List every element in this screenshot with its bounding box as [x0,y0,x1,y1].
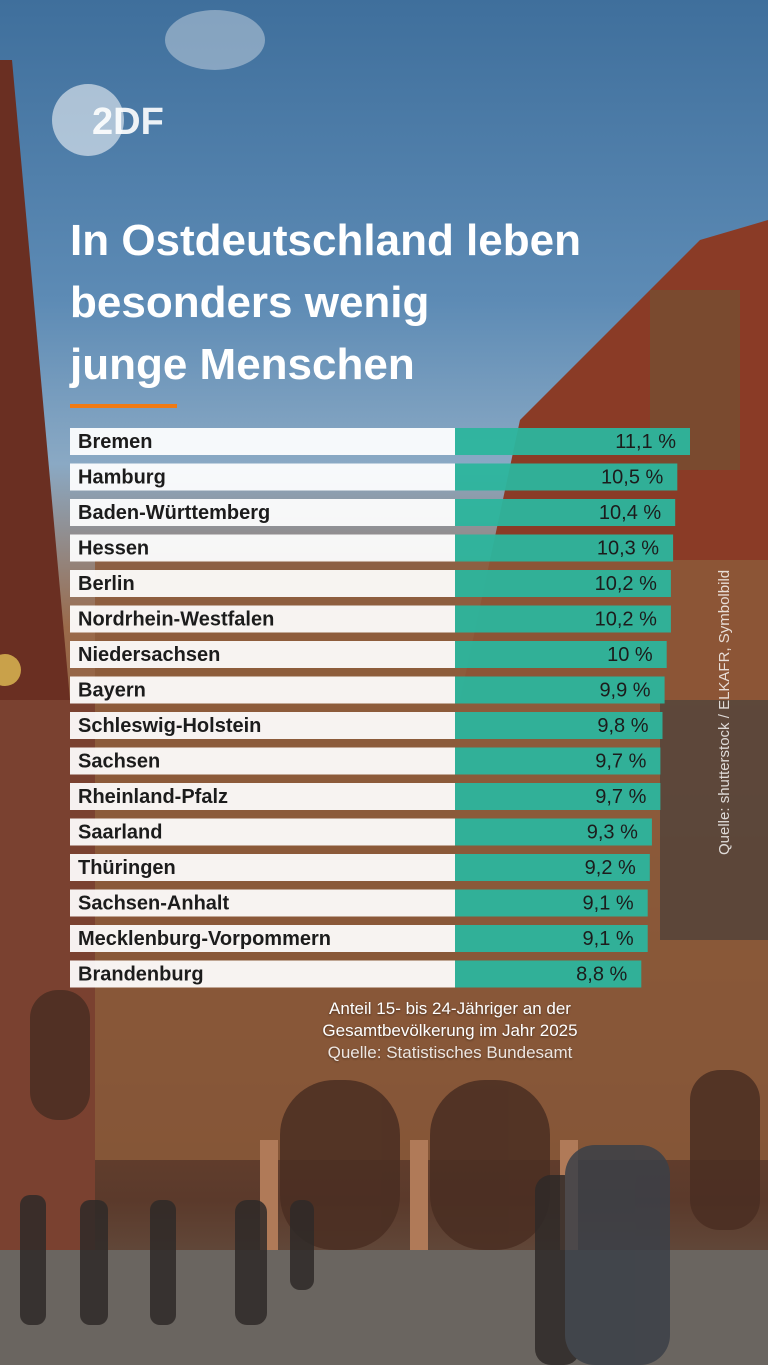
category-label: Hamburg [78,467,166,489]
category-label: Bayern [78,680,146,702]
bar-row: Hamburg 10,5 % [70,463,678,491]
bar [455,960,642,988]
bar-row: Hessen 10,3 % [70,534,674,562]
category-label: Thüringen [78,857,176,879]
category-label: Saarland [78,822,162,844]
bar-label-background [70,783,455,810]
headline-line-1: In Ostdeutschland leben [70,216,581,265]
category-label: Hessen [78,538,149,560]
bar-label-background [70,641,455,668]
bar-row: Brandenburg 8,8 % [70,960,642,988]
category-label: Nordrhein-Westfalen [78,609,274,631]
value-label: 10,2 % [595,609,657,631]
bar-row: Thüringen 9,2 % [70,854,650,881]
bar [455,570,671,597]
category-label: Berlin [78,573,135,595]
bar [455,499,676,526]
value-label: 10,5 % [601,467,663,489]
bar-row: Schleswig-Holstein 9,8 % [70,712,663,739]
bar-label-background [70,712,455,739]
bar [455,712,663,739]
chart-caption: Anteil 15- bis 24-Jähriger an der Gesamt… [270,998,630,1064]
category-label: Rheinland-Pfalz [78,786,228,808]
headline-line-3: junge Menschen [70,340,415,389]
value-label: 9,9 % [599,680,650,702]
category-label: Niedersachsen [78,644,220,666]
value-label: 9,2 % [585,857,636,879]
bar-row: Nordrhein-Westfalen 10,2 % [70,605,671,633]
bar [455,534,674,562]
bar-row: Saarland 9,3 % [70,818,652,846]
bar-label-background [70,854,455,881]
value-label: 9,1 % [583,893,634,915]
bar-label-background [70,889,455,917]
bar-label-background [70,747,455,775]
bar [455,854,650,881]
bar [455,641,667,668]
bar-row: Rheinland-Pfalz 9,7 % [70,783,661,810]
caption-source: Quelle: Statistisches Bundesamt [327,1043,573,1062]
bar-row: Niedersachsen 10 % [70,641,667,668]
bar [455,783,661,810]
category-label: Brandenburg [78,964,204,986]
bar [455,747,661,775]
bar [455,605,671,633]
value-label: 10,3 % [597,538,659,560]
value-label: 10,2 % [595,573,657,595]
caption-line-1: Anteil 15- bis 24-Jähriger an der [329,999,571,1018]
bar-label-background [70,925,455,952]
bar-row: Sachsen-Anhalt 9,1 % [70,889,648,917]
zdf-logo-mark: 2DF [52,84,164,156]
category-label: Sachsen-Anhalt [78,893,229,915]
bar [455,463,678,491]
bar-label-background [70,676,455,704]
headline-accent-line [70,404,177,408]
bar [455,428,690,455]
bar-label-background [70,428,455,455]
value-label: 9,1 % [583,928,634,950]
bar-label-background [70,960,455,988]
headline-line-2: besonders wenig [70,278,430,327]
value-label: 10 % [607,644,653,666]
bar-row: Bremen 11,1 % [70,428,690,455]
category-label: Schleswig-Holstein [78,715,261,737]
image-credit: Quelle: shutterstock / ELKAFR, Symbolbil… [716,569,733,855]
bar-label-background [70,570,455,597]
category-label: Sachsen [78,751,160,773]
value-label: 9,3 % [587,822,638,844]
bar [455,676,665,704]
category-label: Bremen [78,431,152,453]
logo-text: 2DF [92,101,164,143]
bar-label-background [70,463,455,491]
value-label: 10,4 % [599,502,661,524]
bar-row: Baden-Württemberg 10,4 % [70,499,676,526]
bar-label-background [70,499,455,526]
bar-row: Mecklenburg-Vorpommern 9,1 % [70,925,648,952]
value-label: 8,8 % [576,964,627,986]
bar [455,889,648,917]
bar-label-background [70,534,455,562]
value-label: 9,8 % [597,715,648,737]
bar-row: Sachsen 9,7 % [70,747,661,775]
bar [455,818,652,846]
category-label: Baden-Württemberg [78,502,270,524]
bar-label-background [70,605,455,633]
caption-line-2: Gesamtbevölkerung im Jahr 2025 [322,1021,578,1040]
category-label: Mecklenburg-Vorpommern [78,928,331,950]
headline: In Ostdeutschland leben besonders wenig … [70,210,710,396]
value-label: 9,7 % [595,751,646,773]
bar-row: Berlin 10,2 % [70,570,671,597]
value-label: 9,7 % [595,786,646,808]
bar-row: Bayern 9,9 % [70,676,665,704]
bar-label-background [70,818,455,846]
value-label: 11,1 % [615,431,676,453]
zdf-logo: 2DF [52,84,182,161]
bar [455,925,648,952]
